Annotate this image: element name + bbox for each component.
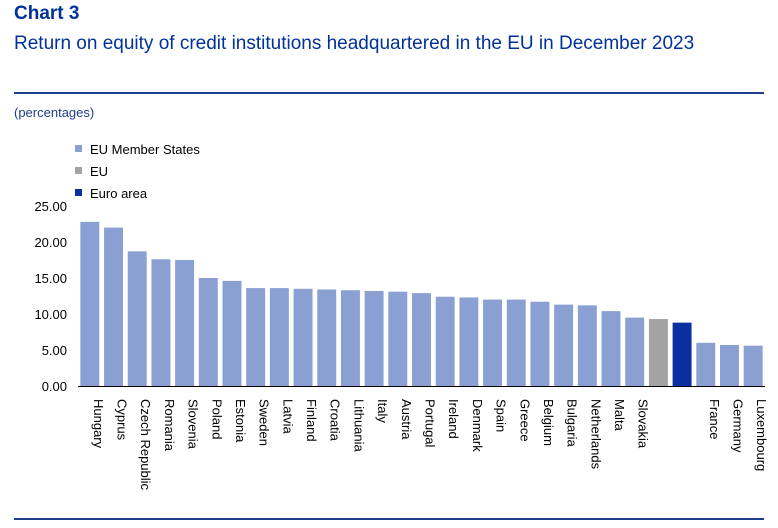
chart-title: Return on equity of credit institutions … — [14, 33, 695, 54]
x-tick-label: Belgium — [541, 399, 556, 446]
x-tick-label: Slovenia — [186, 399, 201, 450]
bar-finland — [293, 288, 313, 386]
y-tick-label: 0.00 — [42, 379, 67, 394]
y-axis: 0.00 5.00 10.00 15.00 20.00 25.00 — [34, 199, 67, 394]
bar-euro-area — [672, 322, 692, 386]
bar-croatia — [317, 289, 337, 386]
x-tick-label: Lithuania — [351, 399, 366, 453]
bar-netherlands — [577, 305, 597, 386]
x-tick-label: Croatia — [328, 399, 343, 442]
legend-swatch — [75, 145, 82, 152]
bar-slovakia — [625, 317, 645, 386]
x-tick-label: Romania — [162, 399, 177, 452]
x-tick-label: Austria — [399, 399, 414, 440]
bar-spain — [483, 299, 503, 386]
bar-luxembourg — [743, 345, 763, 386]
x-tick-label: Italy — [375, 399, 390, 423]
chart-number: Chart 3 — [14, 3, 80, 24]
bar-greece — [506, 299, 526, 386]
legend-swatch — [75, 167, 82, 174]
bar-czech-republic — [127, 251, 147, 386]
y-tick-label: 15.00 — [34, 271, 67, 286]
y-tick-label: 10.00 — [34, 307, 67, 322]
bar-germany — [719, 344, 739, 386]
top-divider — [14, 92, 764, 94]
bar-cyprus — [104, 227, 124, 386]
x-tick-label: Latvia — [280, 399, 295, 434]
bar-bulgaria — [554, 304, 574, 386]
y-tick-label: 25.00 — [34, 199, 67, 214]
x-tick-label: Luxembourg — [754, 399, 769, 471]
bars — [80, 221, 763, 386]
x-tick-label: Sweden — [257, 399, 272, 446]
bar-portugal — [412, 293, 431, 386]
bar-belgium — [530, 301, 550, 386]
x-tick-label: Slovakia — [636, 399, 651, 449]
x-tick-label: Estonia — [233, 399, 248, 443]
bar-malta — [601, 311, 621, 386]
bar-ireland — [435, 296, 455, 386]
y-tick-label: 5.00 — [42, 343, 67, 358]
x-axis: Hungary Cyprus Czech Republic Romania Sloven… — [78, 386, 769, 491]
bottom-divider — [14, 518, 764, 520]
bar-latvia — [269, 288, 289, 386]
bar-italy — [364, 290, 384, 386]
x-tick-label: Cyprus — [115, 399, 130, 441]
bar-sweden — [246, 288, 266, 386]
bar-romania — [151, 259, 171, 386]
x-tick-label: Denmark — [470, 399, 485, 452]
y-tick-label: 20.00 — [34, 235, 67, 250]
bar-eu — [648, 319, 668, 386]
x-tick-label: France — [707, 399, 722, 439]
bar-austria — [388, 291, 408, 386]
x-tick-label: Portugal — [423, 399, 438, 448]
x-tick-label: Finland — [304, 399, 319, 442]
legend-label: EU Member States — [90, 142, 200, 157]
bar-lithuania — [340, 290, 360, 386]
legend-label: EU — [90, 164, 108, 179]
x-tick-label: Bulgaria — [565, 399, 580, 447]
legend: EU Member States EU Euro area — [75, 142, 200, 201]
bar-slovenia — [175, 260, 195, 386]
x-tick-label: Germany — [730, 399, 745, 453]
x-tick-label: Hungary — [91, 399, 106, 449]
x-tick-label: Greece — [517, 399, 532, 442]
bar-poland — [198, 278, 218, 386]
bar-hungary — [80, 221, 100, 386]
x-tick-label: Netherlands — [588, 399, 603, 470]
x-tick-label: Czech Republic — [138, 399, 153, 491]
x-tick-label: Spain — [494, 399, 509, 432]
bar-france — [696, 342, 716, 386]
bar-denmark — [459, 297, 479, 386]
bar-estonia — [222, 280, 242, 386]
x-tick-label: Poland — [209, 399, 224, 439]
units-label: (percentages) — [14, 105, 95, 120]
legend-swatch — [75, 189, 82, 196]
x-tick-label: Ireland — [446, 399, 461, 439]
x-tick-label: Malta — [612, 399, 627, 432]
legend-label: Euro area — [90, 186, 148, 201]
